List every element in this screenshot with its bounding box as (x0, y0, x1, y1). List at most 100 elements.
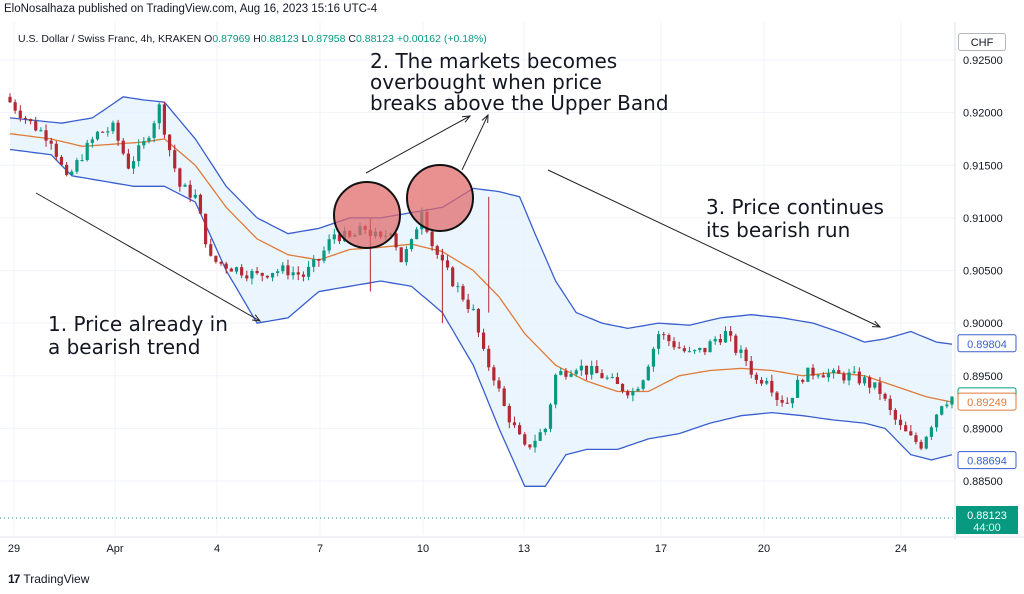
ohlc-values: O0.87969 H0.88123 L0.87958 C0.88123 (204, 33, 397, 45)
highlight-circle (406, 164, 474, 232)
tradingview-logo-icon: 17 (8, 572, 20, 586)
candle-body (70, 171, 74, 175)
candle-body (466, 299, 470, 310)
candle-body (229, 268, 233, 272)
candle-body (193, 194, 197, 198)
candle-body (265, 275, 269, 278)
candle-body (646, 366, 650, 381)
x-tick-label: 17 (655, 543, 667, 555)
candle-body (584, 365, 589, 375)
candle-body (734, 335, 738, 353)
candle-body (157, 104, 161, 124)
candle-body (862, 377, 867, 384)
candle-body (811, 367, 815, 376)
candle-body (945, 404, 949, 407)
candle-body (770, 380, 774, 393)
candle-body (481, 332, 486, 349)
candle-body (178, 168, 182, 187)
candle-body (528, 444, 532, 448)
upper-band-line (9, 96, 953, 345)
annotation-arrow-line (547, 169, 881, 328)
ohlc-value: 0.88123 (355, 33, 394, 45)
candle-body (821, 375, 825, 378)
candle-body (126, 153, 130, 169)
candle-body (245, 275, 249, 279)
y-tick-label: 0.92500 (963, 55, 1003, 67)
upper-band-price-label: 0.89804 (967, 339, 1007, 351)
candle-body (569, 374, 573, 377)
candle-body (590, 365, 594, 375)
candle-body (306, 266, 311, 277)
lower-band-price-label: 0.88694 (967, 456, 1007, 468)
candle-body (13, 102, 17, 111)
candle-body (456, 286, 460, 288)
x-tick-label: 13 (518, 543, 530, 555)
candle-body (651, 348, 656, 367)
currency-button[interactable]: CHF (958, 33, 1006, 51)
candle-body (852, 371, 856, 373)
candle-body (317, 259, 321, 261)
candle-body (662, 334, 666, 336)
annotation-text: its bearish run (706, 218, 850, 242)
candle-body (85, 142, 89, 161)
annotation-arrowhead (481, 113, 489, 124)
candle-body (847, 372, 851, 381)
candle-body (409, 239, 414, 250)
basis-price-label: 0.89249 (967, 397, 1007, 409)
candle-body (718, 338, 722, 343)
symbol-title: U.S. Dollar / Swiss Franc, 4h, KRAKEN (18, 33, 202, 45)
highlight-circle (333, 181, 401, 249)
candle-body (487, 348, 491, 368)
candle-body (620, 383, 625, 392)
candle-body (883, 393, 887, 399)
candle-body (615, 377, 620, 384)
candle-body (90, 139, 94, 143)
candle-body (219, 261, 223, 264)
basis-line (9, 133, 953, 403)
candle-body (703, 347, 707, 353)
candle-body (600, 373, 604, 379)
candle-body (919, 441, 923, 449)
y-tick-label: 0.89000 (963, 423, 1003, 435)
candle-body (250, 270, 254, 279)
candle-body (95, 131, 100, 140)
candle-body (543, 428, 547, 433)
basis-price-label-bg (957, 392, 1017, 411)
candle-body (749, 361, 753, 375)
candle-body (101, 131, 105, 133)
candle-body (404, 249, 408, 263)
candle-body (904, 425, 908, 432)
candle-body (713, 338, 717, 342)
chart-axes: 0.92500 0.92000 0.91500 0.91000 0.90500 0.900… (0, 22, 1024, 555)
tradingview-brand: TradingView (23, 572, 90, 586)
candle-body (59, 156, 64, 165)
candle-body (198, 194, 203, 214)
annotation-texts: 1. Price already ina bearish trend 2. The… (48, 49, 884, 359)
candle-body (898, 419, 903, 426)
lower-band-price-label-bg (957, 451, 1017, 470)
candle-body (873, 382, 877, 388)
candle-body (188, 184, 192, 198)
candle-body (224, 263, 228, 269)
candle-body (106, 131, 110, 133)
candle-body (693, 350, 697, 352)
candle-body (183, 184, 187, 187)
annotation-text: 2. The markets becomes (370, 49, 617, 73)
candle-body (430, 231, 434, 247)
candle-body (533, 440, 537, 448)
annotation-text: overbought when price (370, 70, 602, 94)
annotation-text: 1. Price already in (48, 312, 228, 336)
candle-body (147, 137, 151, 142)
candle-body (234, 267, 239, 272)
candle-body (162, 104, 167, 135)
candle-body (667, 334, 671, 342)
current-price-badge (956, 506, 1018, 534)
candle-body (677, 347, 681, 349)
candle-body (270, 272, 275, 278)
candle-body (296, 272, 300, 275)
candle-body (595, 365, 599, 374)
candle-body (857, 371, 861, 384)
candle-body (801, 379, 805, 382)
candle-body (116, 122, 120, 141)
